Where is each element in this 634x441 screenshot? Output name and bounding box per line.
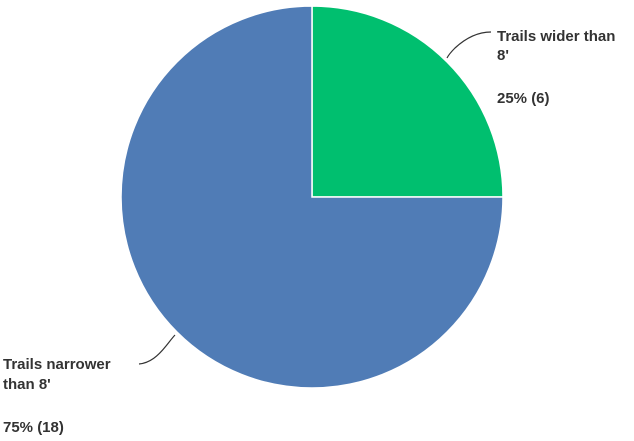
leader-line-wider — [446, 31, 492, 59]
slice-label-narrower-line1: Trails narrower — [3, 356, 111, 373]
slice-value-narrower: 75% (18) — [3, 419, 64, 436]
slice-label-narrower-line2: than 8' — [3, 376, 51, 393]
pie-slice-wider — [311, 5, 504, 198]
pie-slices — [120, 5, 504, 389]
slice-label-wider-line2: 8' — [497, 47, 509, 64]
slice-value-wider: 25% (6) — [497, 90, 550, 107]
slice-label-wider: Trails wider than 8' 25% (6) — [497, 28, 615, 107]
leader-line-narrower — [138, 334, 176, 365]
leader-lines — [138, 31, 492, 365]
pie-slice-narrower — [120, 5, 504, 389]
slice-label-wider-line1: Trails wider than — [497, 28, 615, 45]
slice-label-narrower: Trails narrower than 8' 75% (18) — [3, 356, 111, 436]
